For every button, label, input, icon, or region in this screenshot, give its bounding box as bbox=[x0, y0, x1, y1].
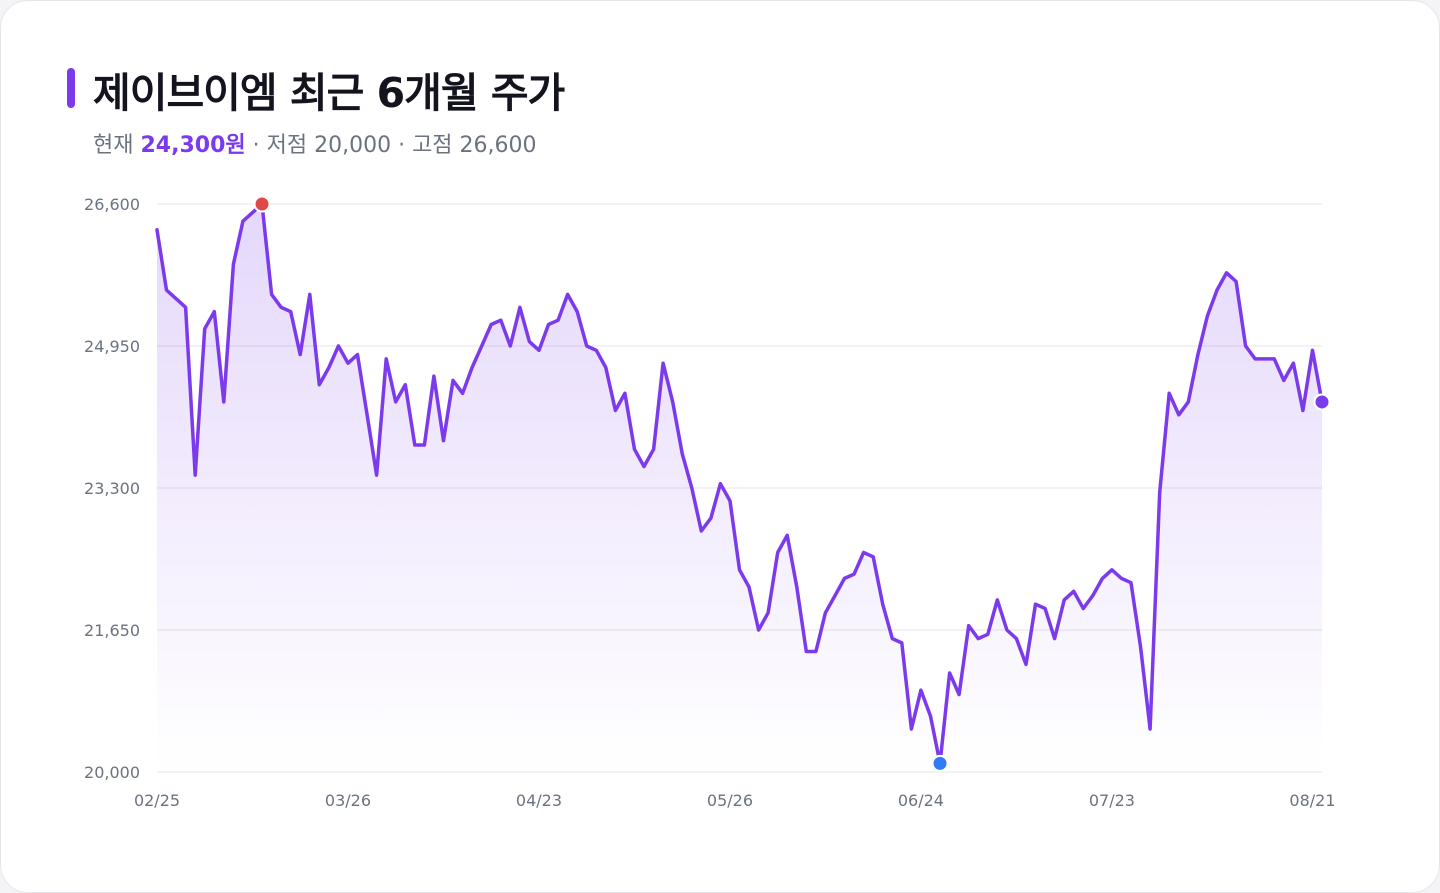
y-tick-label: 24,950 bbox=[84, 337, 140, 356]
low-marker bbox=[931, 754, 949, 772]
price-summary: 현재 24,300원 · 저점 20,000 · 고점 26,600 bbox=[93, 127, 537, 159]
markers bbox=[253, 195, 1331, 772]
x-tick-label: 08/21 bbox=[1289, 791, 1335, 810]
x-axis: 02/25 03/26 04/23 05/26 06/24 07/23 08/21 bbox=[134, 791, 1336, 810]
x-tick-label: 06/24 bbox=[898, 791, 944, 810]
price-line bbox=[155, 202, 1324, 766]
x-tick-label: 03/26 bbox=[325, 791, 371, 810]
y-tick-label: 26,600 bbox=[84, 195, 140, 214]
y-tick-label: 20,000 bbox=[84, 763, 140, 782]
y-tick-label: 21,650 bbox=[84, 621, 140, 640]
high-price: · 고점 26,600 bbox=[398, 133, 537, 158]
current-label: 현재 bbox=[93, 133, 134, 158]
current-price: 24,300원 bbox=[140, 133, 246, 158]
y-axis: 20,000 21,650 23,300 24,950 26,600 bbox=[84, 195, 140, 782]
high-marker bbox=[253, 195, 271, 213]
price-area bbox=[157, 204, 1322, 772]
y-tick-label: 23,300 bbox=[84, 479, 140, 498]
x-tick-label: 07/23 bbox=[1089, 791, 1135, 810]
chart-title: 제이브이엠 최근 6개월 주가 bbox=[93, 69, 565, 117]
low-price: · 저점 20,000 bbox=[252, 133, 392, 158]
current-marker bbox=[1313, 393, 1331, 411]
x-tick-label: 02/25 bbox=[134, 791, 180, 810]
x-tick-label: 05/26 bbox=[707, 791, 753, 810]
title-accent-bar bbox=[67, 68, 75, 108]
x-tick-label: 04/23 bbox=[516, 791, 562, 810]
